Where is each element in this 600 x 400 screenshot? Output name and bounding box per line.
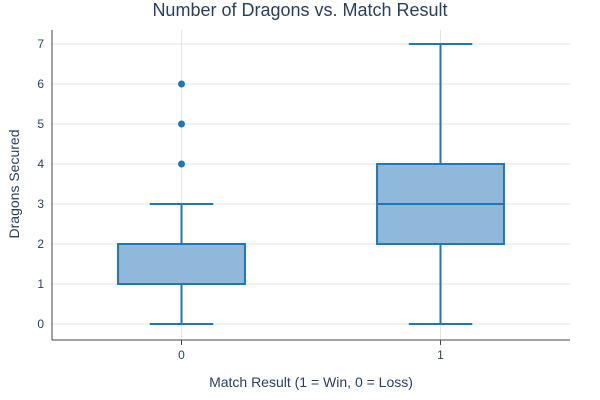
y-axis-title: Dragons Secured xyxy=(6,130,22,239)
box-iqr xyxy=(117,243,246,285)
y-tick-labels: 0 1 2 3 4 5 6 7 xyxy=(37,37,44,331)
y-tick-label-0: 0 xyxy=(37,317,44,331)
boxes xyxy=(117,43,505,325)
y-tick-label-3: 3 xyxy=(37,197,44,211)
y-tick-label-1: 1 xyxy=(37,277,44,291)
x-axis-title: Match Result (1 = Win, 0 = Loss) xyxy=(209,374,413,390)
y-tick-label-7: 7 xyxy=(37,37,44,51)
x-tick-label-0: 0 xyxy=(178,348,185,362)
x-tick-label-1: 1 xyxy=(437,348,444,362)
y-tick-label-5: 5 xyxy=(37,117,44,131)
box-1 xyxy=(376,43,505,325)
y-tick-label-6: 6 xyxy=(37,77,44,91)
box-0 xyxy=(117,80,246,325)
outlier-point xyxy=(178,80,185,88)
chart-title: Number of Dragons vs. Match Result xyxy=(152,0,447,20)
outlier-point xyxy=(178,160,185,168)
outlier-point xyxy=(178,120,185,128)
y-tick-label-4: 4 xyxy=(37,157,44,171)
y-tick-label-2: 2 xyxy=(37,237,44,251)
axes xyxy=(51,30,570,345)
